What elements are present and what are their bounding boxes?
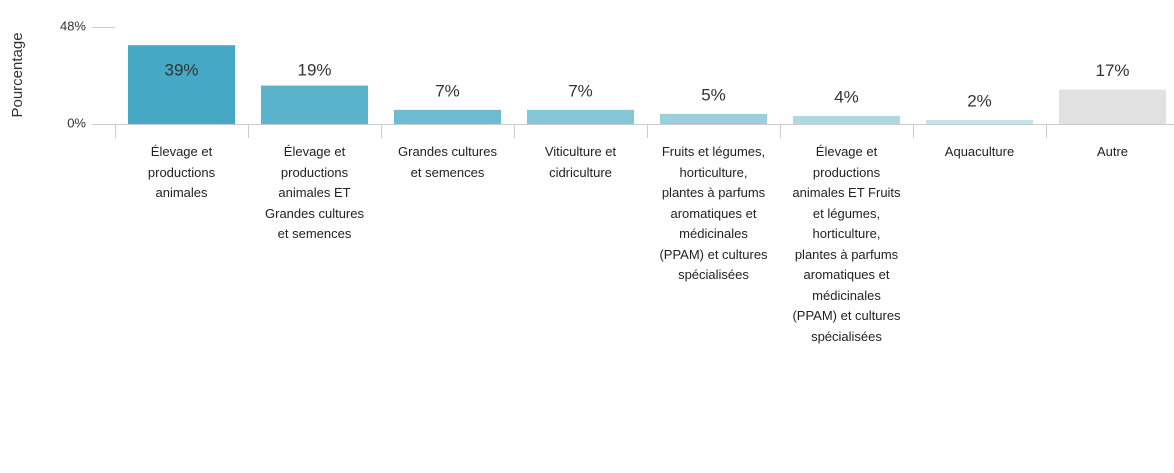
x-tick-label: Autre xyxy=(1096,144,1129,159)
value-label: 19% xyxy=(297,60,331,79)
bar xyxy=(660,113,767,124)
x-tick-label: Élevage et productions animales xyxy=(147,144,216,200)
bar xyxy=(926,119,1033,124)
y-axis-label: Pourcentage xyxy=(9,32,26,117)
x-tick-label: Fruits et légumes, horticulture, plantes… xyxy=(659,144,768,282)
bar xyxy=(1059,89,1166,124)
x-tick-label: Élevage et productions animales ET Grand… xyxy=(265,144,364,241)
x-tick-label: Grandes cultures et semences xyxy=(398,144,497,180)
value-label: 4% xyxy=(834,87,859,106)
bar xyxy=(394,109,501,124)
value-label: 39% xyxy=(164,60,198,79)
y-tick-label: 0% xyxy=(67,115,86,130)
x-tick-label: Viticulture et cidriculture xyxy=(544,144,617,180)
bar xyxy=(128,45,235,124)
value-label: 7% xyxy=(435,81,460,100)
value-label: 7% xyxy=(568,81,593,100)
y-tick-label: 48% xyxy=(60,18,86,33)
bar xyxy=(527,109,634,124)
x-tick-label: Élevage et productions animales ET Fruit… xyxy=(792,144,901,344)
x-tick-label: Aquaculture xyxy=(944,144,1015,159)
bar xyxy=(261,85,368,124)
value-label: 2% xyxy=(967,91,992,110)
bar xyxy=(793,115,900,124)
value-label: 17% xyxy=(1095,61,1129,80)
value-label: 5% xyxy=(701,85,726,104)
